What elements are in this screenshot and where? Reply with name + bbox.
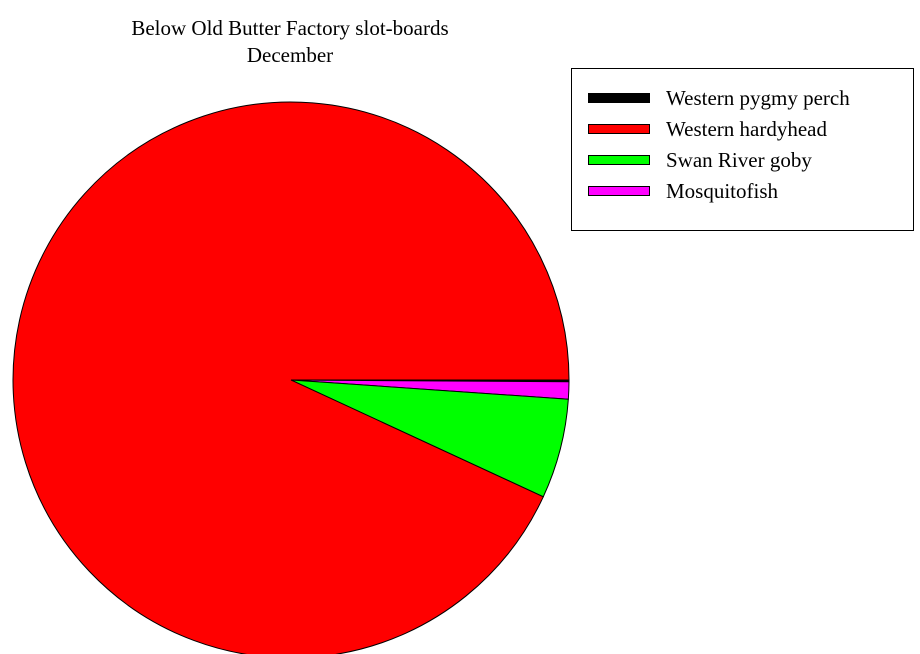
legend-item: Western pygmy perch: [588, 85, 850, 111]
chart-title: Below Old Butter Factory slot-boards: [131, 16, 449, 40]
legend-label: Swan River goby: [666, 147, 812, 172]
legend-swatch: [588, 186, 650, 196]
chart-subtitle: December: [246, 43, 334, 67]
legend-swatch: [588, 124, 650, 134]
legend-swatch: [588, 155, 650, 165]
legend-label: Mosquitofish: [666, 178, 779, 203]
legend: Western pygmy perch Western hardyhead Sw…: [571, 68, 914, 231]
legend-label: Western pygmy perch: [666, 85, 850, 110]
pie-slice: [12, 101, 570, 654]
pie-slices: [12, 101, 570, 654]
legend-label: Western hardyhead: [666, 116, 827, 141]
legend-item: Mosquitofish: [588, 178, 778, 204]
legend-swatch: [588, 93, 650, 103]
legend-item: Swan River goby: [588, 147, 812, 173]
legend-item: Western hardyhead: [588, 116, 827, 142]
